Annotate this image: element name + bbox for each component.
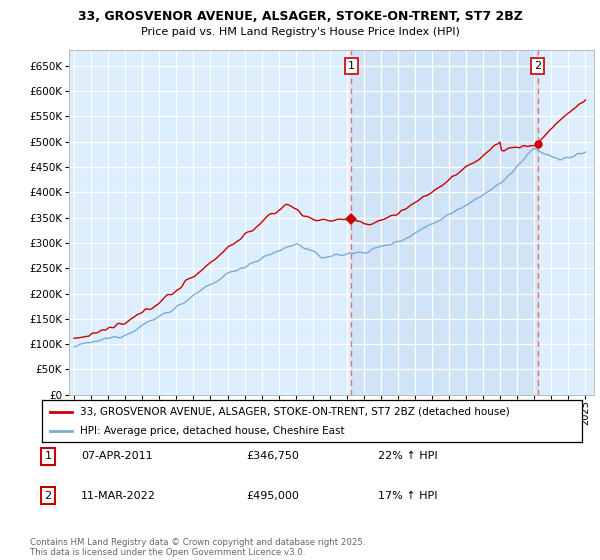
Text: 07-APR-2011: 07-APR-2011: [81, 451, 152, 461]
Bar: [352, 50, 538, 395]
Text: £346,750: £346,750: [246, 451, 299, 461]
Text: 1: 1: [44, 451, 52, 461]
Text: 33, GROSVENOR AVENUE, ALSAGER, STOKE-ON-TRENT, ST7 2BZ (detached house): 33, GROSVENOR AVENUE, ALSAGER, STOKE-ON-…: [80, 407, 509, 417]
Text: 2: 2: [534, 61, 541, 71]
Text: 2: 2: [44, 491, 52, 501]
Text: 17% ↑ HPI: 17% ↑ HPI: [378, 491, 437, 501]
Text: HPI: Average price, detached house, Cheshire East: HPI: Average price, detached house, Ches…: [80, 426, 344, 436]
Text: Contains HM Land Registry data © Crown copyright and database right 2025.
This d: Contains HM Land Registry data © Crown c…: [30, 538, 365, 557]
Text: 22% ↑ HPI: 22% ↑ HPI: [378, 451, 437, 461]
Text: 11-MAR-2022: 11-MAR-2022: [81, 491, 156, 501]
Text: £495,000: £495,000: [246, 491, 299, 501]
Text: 33, GROSVENOR AVENUE, ALSAGER, STOKE-ON-TRENT, ST7 2BZ: 33, GROSVENOR AVENUE, ALSAGER, STOKE-ON-…: [77, 11, 523, 24]
Text: 1: 1: [348, 61, 355, 71]
Text: Price paid vs. HM Land Registry's House Price Index (HPI): Price paid vs. HM Land Registry's House …: [140, 27, 460, 37]
